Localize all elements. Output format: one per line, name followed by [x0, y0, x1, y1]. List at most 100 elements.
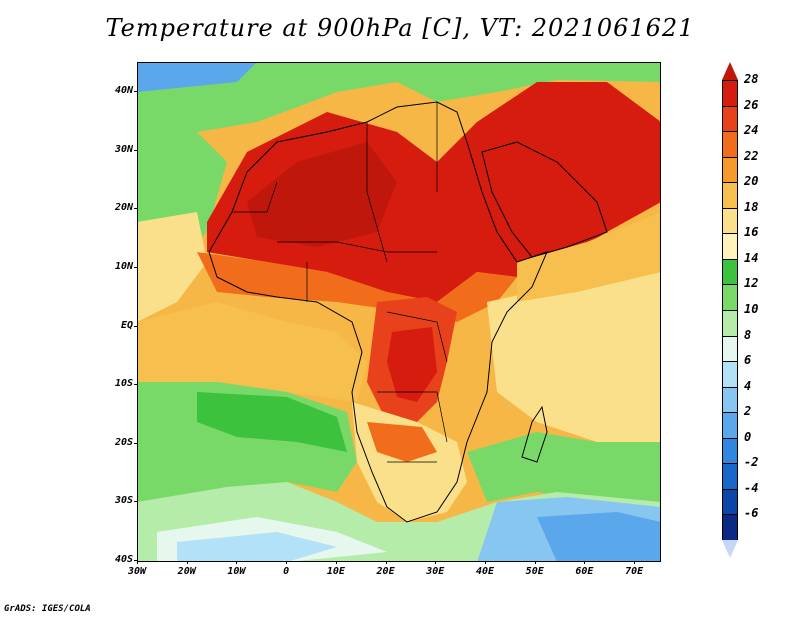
colorbar-label: 12: [744, 276, 759, 291]
colorbar-bottom-cap: [722, 540, 738, 558]
lon-label: 50E: [525, 566, 544, 577]
lat-label: 20N: [114, 202, 133, 214]
lon-label: 10E: [326, 566, 345, 577]
colorbar-segment: [722, 335, 738, 362]
colorbar-segment: [722, 131, 738, 157]
lon-label: 10W: [227, 566, 246, 577]
field-atlantic-yellow: [137, 212, 207, 322]
lon-tick: [385, 561, 387, 564]
colorbar-label: 20: [744, 174, 759, 189]
field-south-atlantic-dark-green: [197, 392, 347, 452]
colorbar-segment: [722, 463, 738, 489]
field-sahara-core: [247, 142, 397, 247]
lat-label: 10N: [114, 261, 133, 273]
colorbar-segment: [722, 437, 738, 464]
colorbar-segment: [722, 412, 738, 438]
lon-label: 0: [283, 566, 290, 577]
map-frame: [137, 62, 661, 562]
field-south-lightblue: [177, 532, 337, 562]
colorbar-label: 10: [744, 302, 759, 316]
lat-label: 30S: [114, 495, 133, 507]
colorbar-segment: [722, 233, 738, 259]
lon-tick: [186, 561, 188, 564]
colorbar-label: 22: [744, 148, 759, 163]
lon-label: 20E: [376, 566, 395, 577]
lat-tick: [134, 208, 137, 210]
lon-tick: [137, 561, 138, 564]
colorbar-label: -2: [744, 455, 759, 470]
lon-tick: [236, 561, 238, 564]
lat-tick: [134, 325, 137, 327]
field-guinea-orange: [137, 302, 367, 402]
lat-label: 40S: [114, 554, 133, 565]
field-south-indian-green: [467, 432, 661, 502]
colorbar-top-cap: [722, 62, 738, 80]
colorbar-label: 14: [744, 250, 759, 265]
lon-tick: [584, 561, 586, 564]
lon-tick: [335, 561, 337, 564]
temperature-map: [137, 62, 661, 562]
colorbar-segment: [722, 514, 738, 540]
lon-label: 30E: [426, 566, 445, 577]
colorbar-label: 28: [744, 72, 759, 86]
lat-tick: [134, 91, 137, 93]
colorbar-label: 4: [744, 378, 752, 393]
colorbar-label: -4: [744, 480, 759, 495]
colorbar-segment: [722, 488, 738, 515]
field-southeast-deep-blue: [537, 512, 661, 562]
colorbar-label: 0: [744, 429, 752, 444]
colorbar-segment: [722, 258, 738, 285]
arabia-coastline: [481, 141, 608, 258]
lon-tick: [634, 561, 636, 564]
lat-label: EQ: [120, 319, 133, 331]
colorbar-segment: [722, 284, 738, 310]
colorbar-label: 24: [744, 123, 759, 138]
lon-label: 40E: [475, 566, 495, 577]
lat-tick: [134, 501, 137, 503]
field-sahara-hot: [207, 82, 661, 302]
chart-title: Temperature at 900hPa [C], VT: 202106162…: [105, 14, 695, 42]
lat-label: 30N: [114, 143, 133, 155]
field-north-green: [137, 62, 661, 142]
lat-tick: [134, 149, 137, 151]
lat-label: 10S: [114, 378, 133, 390]
colorbar-label: 16: [744, 225, 759, 240]
colorbar-label: -6: [744, 506, 759, 521]
lon-tick: [435, 561, 437, 564]
colorbar-segment: [722, 105, 738, 132]
colorbar-segment: [722, 80, 738, 106]
field-arabian-sea-orange: [517, 212, 661, 302]
lat-label: 40N: [114, 85, 133, 97]
colorbar-segment: [722, 207, 738, 234]
lon-tick: [485, 561, 486, 564]
colorbar-label: 26: [744, 97, 759, 112]
colorbar-segment: [722, 156, 738, 183]
colorbar-label: 2: [744, 404, 752, 419]
colorbar-label: 18: [744, 199, 759, 214]
africa-coastline: [208, 101, 548, 523]
colorbar-segment: [722, 361, 738, 387]
colorbar-segment: [722, 310, 738, 336]
temperature-field: [137, 62, 661, 562]
lon-tick: [286, 561, 288, 564]
colorbar-label: 6: [744, 353, 752, 368]
lon-label: 30W: [127, 566, 147, 577]
lat-tick: [134, 267, 137, 269]
lat-tick: [134, 560, 137, 561]
field-northwest-blue: [137, 62, 257, 92]
lat-tick: [134, 442, 137, 444]
field-indian-yellow: [487, 262, 661, 442]
colorbar-segment: [722, 182, 738, 208]
country-borders: [232, 102, 448, 463]
grads-credit: GrADS: IGES/COLA: [4, 604, 91, 614]
lon-label: 70E: [625, 566, 644, 577]
lon-label: 60E: [575, 566, 594, 577]
field-southern-africa-warm: [367, 422, 437, 462]
lat-tick: [134, 384, 137, 386]
lon-label: 20W: [177, 566, 196, 577]
colorbar-label: 8: [744, 327, 752, 342]
madagascar-coastline: [521, 405, 548, 463]
colorbar: [722, 62, 738, 558]
colorbar-segment: [722, 386, 738, 413]
lon-tick: [534, 561, 536, 564]
